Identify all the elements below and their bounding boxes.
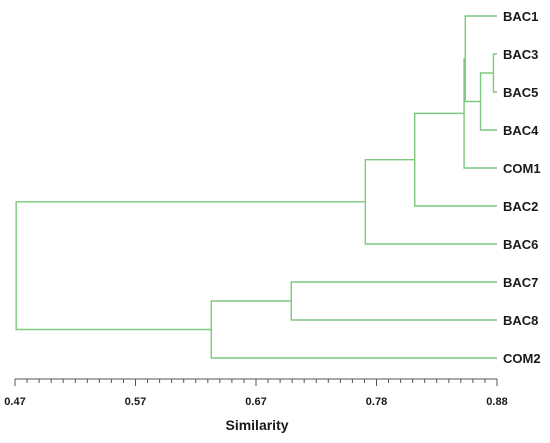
merge-link-m5 <box>414 112 497 207</box>
x-tick-label: 0.57 <box>125 396 146 408</box>
merge-link-m8 <box>210 300 497 359</box>
merge-link-m1 <box>492 53 497 93</box>
x-axis: 0.47 0.57 0.67 0.78 0.88 <box>4 378 508 408</box>
x-tick-label: 0.78 <box>366 396 387 408</box>
dendrogram-links <box>15 15 497 359</box>
leaf-label-bac7: BAC7 <box>503 275 538 290</box>
leaf-label-bac2: BAC2 <box>503 199 538 214</box>
leaf-label-com2: COM2 <box>503 351 541 366</box>
merge-link-m9 <box>15 201 366 331</box>
leaf-label-bac5: BAC5 <box>503 85 538 100</box>
merge-link-m4 <box>463 58 497 169</box>
x-tick-label: 0.67 <box>245 396 266 408</box>
merge-link-m6 <box>364 158 497 245</box>
merge-link-m3 <box>464 15 497 103</box>
x-tick-label: 0.47 <box>4 396 25 408</box>
leaf-labels: BAC1 BAC3 BAC5 BAC4 COM1 BAC2 BAC6 BAC7 BAC8 COM2 <box>503 9 541 366</box>
leaf-label-bac1: BAC1 <box>503 9 538 24</box>
leaf-label-com1: COM1 <box>503 161 541 176</box>
leaf-label-bac4: BAC4 <box>503 123 539 138</box>
merge-link-m7 <box>290 281 497 321</box>
leaf-label-bac6: BAC6 <box>503 237 538 252</box>
x-axis-title: Similarity <box>225 417 288 433</box>
x-tick-label: 0.88 <box>486 396 507 408</box>
leaf-label-bac3: BAC3 <box>503 47 538 62</box>
leaf-label-bac8: BAC8 <box>503 313 538 328</box>
merge-link-m2 <box>479 72 497 131</box>
